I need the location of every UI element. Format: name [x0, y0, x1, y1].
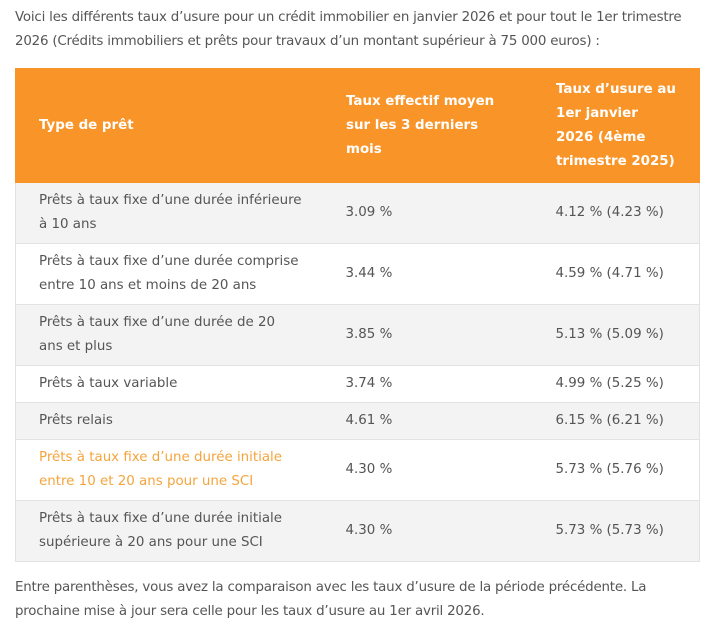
- table-cell: Prêts à taux fixe d’une durée comprise e…: [15, 243, 323, 305]
- table-cell: Prêts à taux fixe d’une durée de 20 ans …: [15, 304, 323, 366]
- table-row: Prêts à taux fixe d’une durée inférieure…: [15, 182, 700, 244]
- rates-table: Type de prêt Taux effectif moyen sur les …: [15, 68, 700, 562]
- table-cell: Prêts à taux variable: [15, 365, 323, 403]
- table-cell: 4.12 % (4.23 %): [532, 182, 700, 244]
- table-cell: Prêts relais: [15, 402, 323, 440]
- table-cell: 3.85 %: [322, 304, 533, 366]
- table-cell: 4.30 %: [322, 439, 533, 501]
- table-cell: Prêts à taux fixe d’une durée inférieure…: [15, 182, 323, 244]
- table-cell: 5.73 % (5.76 %): [532, 439, 700, 501]
- table-row: Prêts à taux fixe d’une durée initiale e…: [15, 439, 700, 501]
- table-cell: 5.73 % (5.73 %): [532, 500, 700, 562]
- header-cell: Type de prêt: [15, 68, 323, 183]
- header-cell: Taux d’usure au 1er janvier 2026 (4ème t…: [532, 68, 700, 183]
- link-cell[interactable]: Prêts à taux fixe d’une durée initiale e…: [15, 439, 323, 501]
- table-row: Prêts à taux fixe d’une durée comprise e…: [15, 243, 700, 305]
- intro-text: Voici les différents taux d’usure pour u…: [15, 10, 682, 49]
- table-cell: 5.13 % (5.09 %): [532, 304, 700, 366]
- table-cell: 3.74 %: [322, 365, 533, 403]
- table-row: Prêts à taux variable 3.74 % 4.99 % (5.25 …: [15, 365, 700, 403]
- table-row: Prêts à taux fixe d’une durée initiale s…: [15, 500, 700, 562]
- table-cell: 4.61 %: [322, 402, 533, 440]
- table-cell: 3.09 %: [322, 182, 533, 244]
- table-cell: 3.44 %: [322, 243, 533, 305]
- table-cell: Prêts à taux fixe d’une durée initiale s…: [15, 500, 323, 562]
- header-cell: Taux effectif moyen sur les 3 derniers m…: [322, 68, 533, 183]
- table-body: Prêts à taux fixe d’une durée inférieure…: [15, 182, 700, 562]
- table-cell: 6.15 % (6.21 %): [532, 402, 700, 440]
- table-cell: 4.59 % (4.71 %): [532, 243, 700, 305]
- table-row: Prêts à taux fixe d’une durée de 20 ans …: [15, 304, 700, 366]
- table-cell: 4.30 %: [322, 500, 533, 562]
- outro-text: Entre parenthèses, vous avez la comparai…: [15, 580, 647, 619]
- header-row: Type de prêt Taux effectif moyen sur les …: [15, 68, 700, 183]
- table-row: Prêts relais 4.61 % 6.15 % (6.21 %): [15, 402, 700, 440]
- table-cell: 4.99 % (5.25 %): [532, 365, 700, 403]
